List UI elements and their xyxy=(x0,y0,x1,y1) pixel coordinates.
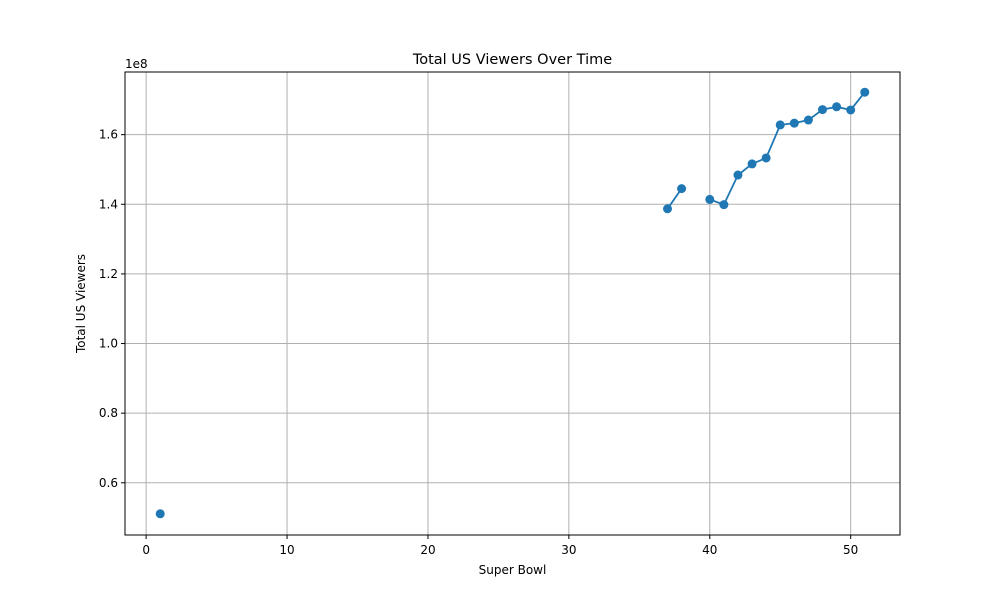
data-point xyxy=(719,200,729,210)
data-point xyxy=(705,194,715,204)
x-axis-label: Super Bowl xyxy=(479,563,547,577)
data-point xyxy=(733,170,743,180)
data-point xyxy=(677,184,687,194)
y-tick-label: 1.0 xyxy=(99,337,118,351)
y-axis-offset-label: 1e8 xyxy=(125,57,148,71)
x-tick-label: 40 xyxy=(702,543,717,557)
data-series xyxy=(155,87,870,519)
y-tick-label: 1.4 xyxy=(99,197,118,211)
x-tick-label: 50 xyxy=(843,543,858,557)
y-axis-label: Total US Viewers xyxy=(74,254,88,354)
y-tick-label: 1.6 xyxy=(99,128,118,142)
y-tick-label: 1.2 xyxy=(99,267,118,281)
data-point xyxy=(789,118,799,128)
data-point xyxy=(747,159,757,169)
x-tick-label: 20 xyxy=(420,543,435,557)
y-tick-label: 0.8 xyxy=(99,406,118,420)
data-point xyxy=(761,153,771,163)
x-tick-label: 0 xyxy=(142,543,150,557)
data-point xyxy=(155,509,165,519)
x-tick-label: 10 xyxy=(279,543,294,557)
grid-lines xyxy=(125,72,900,535)
data-point xyxy=(832,102,842,112)
data-point xyxy=(803,115,813,125)
x-tick-label: 30 xyxy=(561,543,576,557)
data-point xyxy=(846,105,856,115)
data-point xyxy=(818,105,827,115)
data-point xyxy=(663,204,672,214)
axis-ticks: 0 10 20 30 40 50 0.6 0.8 1.0 1.2 1.4 1.6 xyxy=(99,128,858,557)
y-tick-label: 0.6 xyxy=(99,476,118,490)
data-point xyxy=(775,120,785,130)
chart-title: Total US Viewers Over Time xyxy=(412,52,612,68)
data-point xyxy=(860,87,870,97)
plot-frame xyxy=(124,71,901,536)
